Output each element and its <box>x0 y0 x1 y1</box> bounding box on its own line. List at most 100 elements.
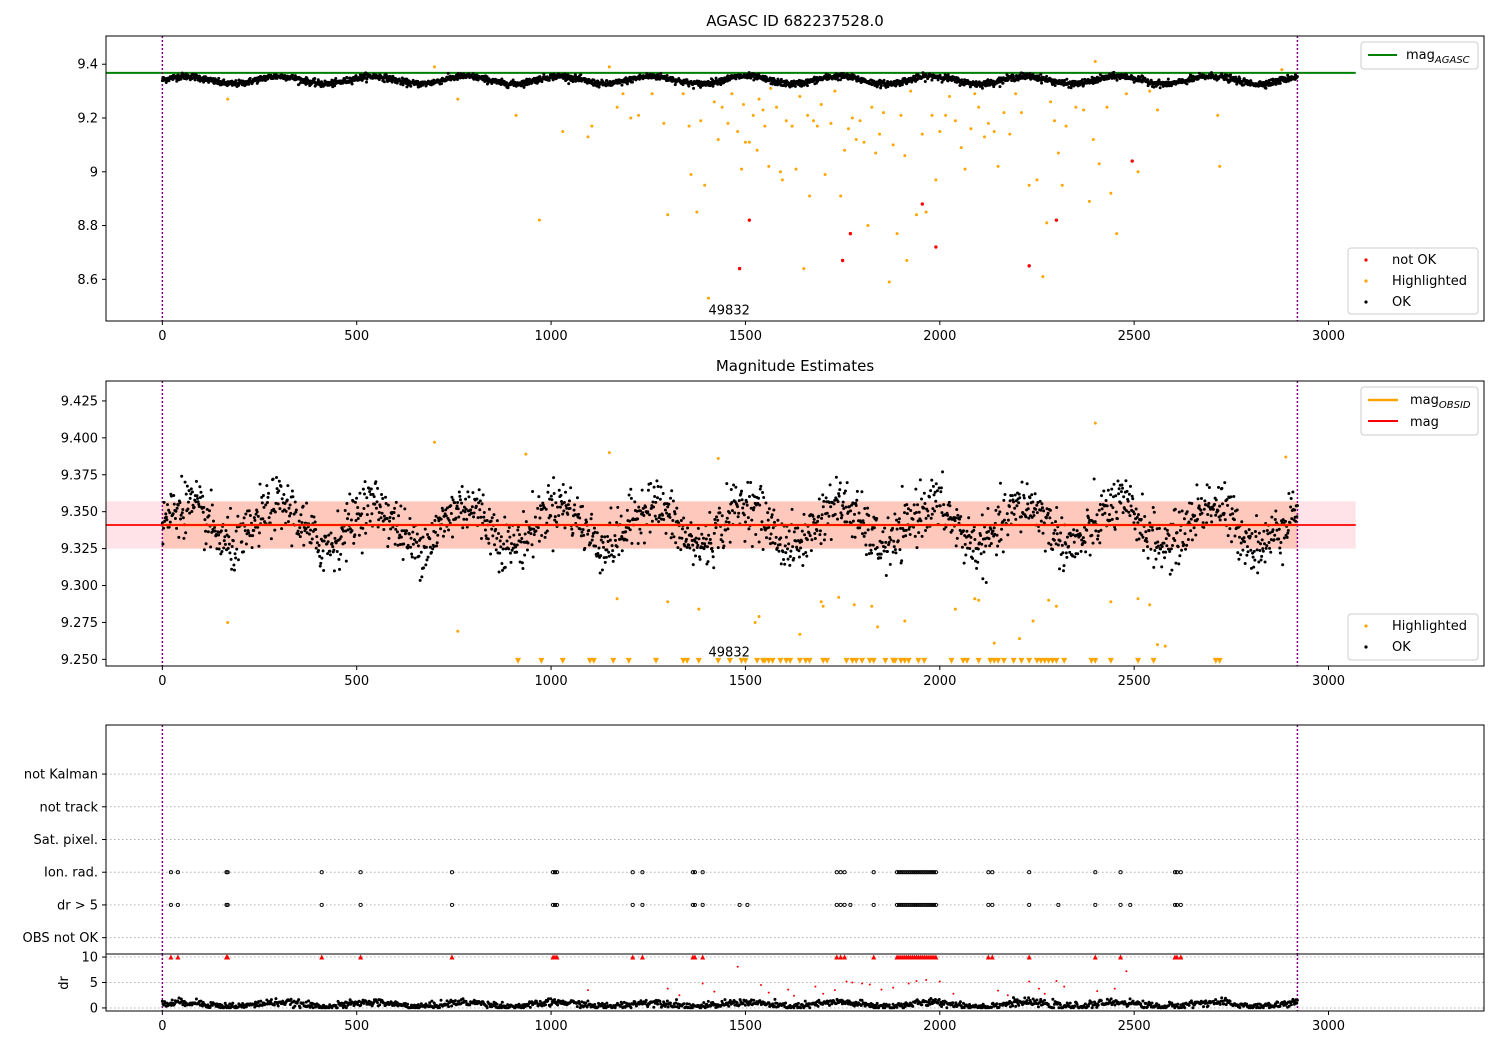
ok-point-560 <box>478 499 482 503</box>
ok-point-1746 <box>1152 565 1156 569</box>
ok-point-341 <box>354 519 358 523</box>
ok-point-1875 <box>1225 497 1229 501</box>
ok-point-816 <box>624 530 628 534</box>
ok-point-1232 <box>860 490 864 494</box>
ok-point-186 <box>266 495 270 499</box>
ok-point-596 <box>499 545 503 549</box>
ok-point-1629 <box>1085 508 1089 512</box>
ok-point-893 <box>667 512 671 516</box>
ok-point-553 <box>474 504 478 508</box>
ok-point-913 <box>679 548 683 552</box>
ok-point-526 <box>365 77 369 81</box>
ok-point-60 <box>194 479 198 483</box>
ok-point-1789 <box>1176 545 1180 549</box>
ok-point-653 <box>531 555 535 559</box>
ok-point-445 <box>413 556 417 560</box>
ok-point-1163 <box>821 493 825 497</box>
ok-point-79 <box>205 507 209 511</box>
ok-point-1268 <box>880 540 884 544</box>
ok-point-933 <box>690 538 694 542</box>
highlighted-point-65 <box>874 151 878 155</box>
ok-point-1860 <box>1216 485 1220 489</box>
ok-point-658 <box>534 529 538 533</box>
ok-point-869 <box>654 500 658 504</box>
ok-point-684 <box>549 514 553 518</box>
ok-point-1457 <box>988 544 992 548</box>
ok-point-615 <box>510 542 514 546</box>
ok-point-414 <box>395 530 399 534</box>
panel-agasc-plot-area <box>106 36 1356 321</box>
ok-point-916 <box>680 527 684 531</box>
ok-point-1057 <box>761 490 765 494</box>
ok-point-111 <box>223 542 227 546</box>
ok-point-1398 <box>954 544 958 548</box>
ok-point-2372 <box>1083 77 1087 81</box>
highlighted-point-110 <box>1093 60 1097 64</box>
highlighted-point-60 <box>854 138 858 142</box>
ok-point-525 <box>365 80 369 84</box>
ok-point-1377 <box>942 527 946 531</box>
ok-point-779 <box>603 535 607 539</box>
highlighted-point-39 <box>769 86 773 90</box>
ok-point-567 <box>482 511 486 515</box>
ok-point-954 <box>702 547 706 551</box>
ok-point-1102 <box>786 557 790 561</box>
ok-point-1856 <box>882 78 886 82</box>
ok-point-1795 <box>1180 548 1184 552</box>
ok-point-1227 <box>857 511 861 515</box>
ok-point-1299 <box>898 548 902 552</box>
ok-point-1217 <box>851 519 855 523</box>
ok-point-1371 <box>939 490 943 494</box>
ok-point-1662 <box>1104 498 1108 502</box>
highlighted-point-120 <box>1218 164 1222 168</box>
ok-point-1524 <box>1026 502 1030 506</box>
ok-point-918 <box>682 516 686 520</box>
ok-point-1812 <box>1189 517 1193 521</box>
ok-point-639 <box>409 84 413 88</box>
ok-point-19 <box>171 512 175 516</box>
ok-point-1269 <box>881 530 885 534</box>
ok-point-1647 <box>1096 537 1100 541</box>
ok-point-662 <box>536 526 540 530</box>
ok-point-1097 <box>783 544 787 548</box>
ok-point-595 <box>498 539 502 543</box>
ok-point-100 <box>217 547 221 551</box>
ok-point-1664 <box>1105 504 1109 508</box>
ok-point-148 <box>244 542 248 546</box>
ok-point-1069 <box>767 507 771 511</box>
legend-mag-agasc-sub: AGASC <box>1434 55 1470 66</box>
ok-point-2123 <box>986 78 990 82</box>
ok-point-33 <box>179 513 183 517</box>
ok-point-223 <box>287 506 291 510</box>
ok-point-714 <box>566 512 570 516</box>
ok-point-261 <box>309 528 313 532</box>
ok-point-1680 <box>1114 510 1118 514</box>
p1-y-tick-label-0: 8.6 <box>77 273 98 288</box>
ok-point-9 <box>165 503 169 507</box>
ok-point-929 <box>688 546 692 550</box>
ok-point-1344 <box>924 529 928 533</box>
ok-point-424 <box>401 557 405 561</box>
ok-point-1329 <box>915 546 919 550</box>
ok-point-1525 <box>1026 507 1030 511</box>
ok-point-2231 <box>1028 71 1032 75</box>
ok-point-1147 <box>812 520 816 524</box>
ok-point-1129 <box>801 552 805 556</box>
ok-point-611 <box>507 526 511 530</box>
ok-point-944 <box>527 77 531 81</box>
ok-point-1310 <box>904 528 908 532</box>
ok-point-1651 <box>1098 541 1102 545</box>
ok-point-825 <box>629 487 633 491</box>
ok-point-1157 <box>817 497 821 501</box>
ok-point-1041 <box>751 508 755 512</box>
ok-point-200 <box>274 501 278 505</box>
not-ok-point-8 <box>1130 159 1134 163</box>
ok-point-74 <box>202 548 206 552</box>
ok-point-2412 <box>1098 72 1102 76</box>
ok-point-1008 <box>733 511 737 515</box>
highlighted-point-102 <box>1052 119 1056 123</box>
ok-point-685 <box>549 494 553 498</box>
ok-point-427 <box>403 507 407 511</box>
ok-point-1441 <box>979 534 983 538</box>
ok-point-1330 <box>916 503 920 507</box>
